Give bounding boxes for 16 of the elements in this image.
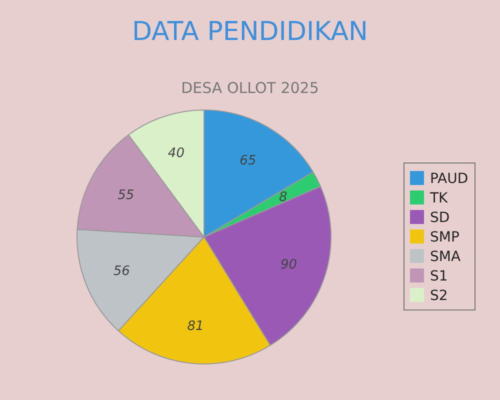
data-label: 81 [187, 319, 204, 334]
data-label: 65 [240, 153, 256, 168]
legend-label: S2 [430, 288, 448, 304]
legend-label: PAUD [430, 171, 468, 187]
chart-title: DATA PENDIDIKAN [132, 17, 368, 47]
data-label: 56 [113, 264, 130, 279]
legend-label: SMA [430, 249, 461, 265]
data-label: 8 [278, 190, 288, 206]
legend-label: SD [430, 210, 450, 226]
data-label: 40 [168, 146, 184, 162]
legend-label: S1 [430, 268, 448, 284]
data-label: 55 [118, 188, 134, 204]
legend-label: TK [429, 190, 449, 206]
data-label: 90 [280, 257, 298, 272]
chart-subtitle: DESA OLLOT 2025 [181, 79, 319, 97]
legend-label: SMP [430, 230, 460, 246]
